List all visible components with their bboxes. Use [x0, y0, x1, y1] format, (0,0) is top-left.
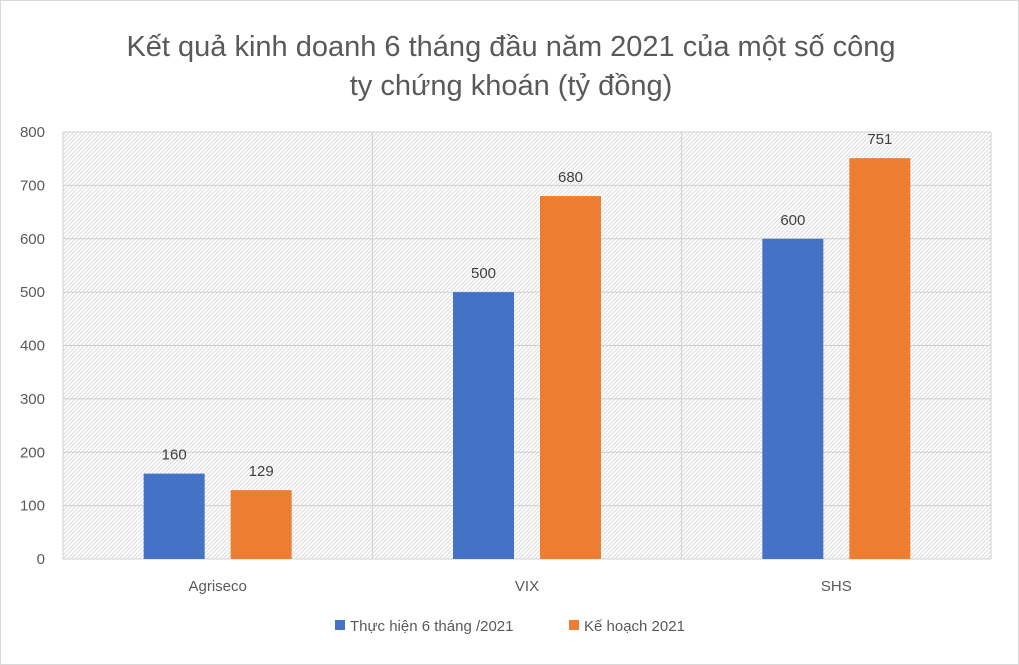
x-axis-categories: Agriseco VIX SHS	[188, 578, 851, 595]
x-category-label: SHS	[821, 578, 852, 595]
y-tick-label: 800	[20, 124, 45, 141]
y-tick-label: 400	[20, 338, 45, 355]
bar-vix-series-2	[540, 196, 601, 560]
y-tick-label: 300	[20, 391, 45, 408]
y-tick-label: 600	[20, 231, 45, 248]
data-labels: 160 129 500 680 600 751	[162, 131, 893, 480]
y-tick-label: 0	[37, 551, 45, 568]
bar-agriseco-series-2	[230, 490, 292, 559]
bars	[143, 158, 911, 560]
y-axis-ticks: 0 100 200 300 400 500 600 700 800	[20, 124, 45, 568]
data-label: 600	[780, 212, 805, 229]
data-label: 129	[249, 463, 274, 480]
x-category-label: VIX	[515, 578, 539, 595]
bar-shs-series-1	[762, 238, 824, 559]
y-tick-label: 700	[20, 177, 45, 194]
legend-swatch	[569, 620, 579, 630]
bar-agriseco-series-1	[143, 473, 205, 559]
y-tick-label: 200	[20, 444, 45, 461]
y-tick-label: 500	[20, 284, 45, 301]
x-category-label: Agriseco	[188, 578, 246, 595]
chart-title-line-1: Kết quả kinh doanh 6 tháng đầu năm 2021 …	[126, 31, 895, 63]
y-tick-label: 100	[20, 498, 45, 515]
chart-title: Kết quả kinh doanh 6 tháng đầu năm 2021 …	[126, 31, 895, 102]
legend: Thực hiện 6 tháng /2021 Kế hoạch 2021	[335, 618, 685, 635]
data-label: 751	[867, 131, 892, 148]
bar-vix-series-1	[453, 292, 514, 559]
chart-title-line-2: ty chứng khoán (tỷ đồng)	[350, 70, 672, 102]
legend-label: Kế hoạch 2021	[584, 618, 685, 635]
legend-label: Thực hiện 6 tháng /2021	[350, 618, 514, 635]
legend-swatch	[335, 620, 345, 630]
data-label: 500	[471, 265, 496, 282]
gridlines	[62, 131, 992, 560]
bar-shs-series-2	[849, 158, 911, 559]
data-label: 680	[558, 169, 583, 186]
data-label: 160	[162, 447, 187, 464]
